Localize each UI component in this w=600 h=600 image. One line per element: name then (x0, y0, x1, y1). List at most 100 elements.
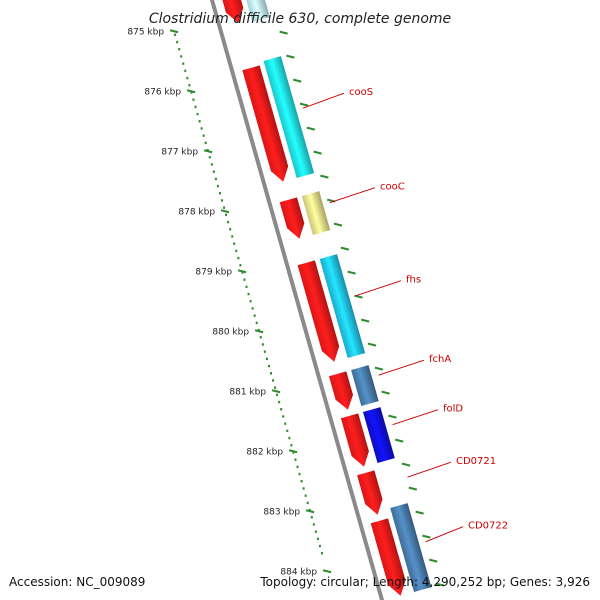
gene-arrow-forward[interactable] (357, 470, 383, 515)
ruler-dot (292, 451, 295, 454)
gene-arrow-forward[interactable] (279, 197, 305, 239)
gene-label[interactable]: folD (443, 404, 463, 415)
ruler-dot (212, 170, 215, 173)
ruler-dot (180, 55, 183, 58)
track-tick (354, 294, 363, 299)
ruler-dot (196, 112, 199, 116)
ruler-dot (272, 379, 275, 382)
track-tick (320, 174, 329, 179)
ruler-dot (265, 357, 268, 361)
ruler-dot (280, 408, 283, 411)
gene-arrow-forward[interactable] (370, 518, 406, 596)
ruler-dot (312, 523, 315, 526)
track-tick (286, 54, 295, 59)
ruler-dot (298, 472, 301, 476)
gene-arrow-reverse[interactable] (242, 0, 270, 22)
ruler-dot (251, 307, 254, 310)
ruler-dot (235, 249, 238, 253)
ruler-dot (286, 429, 289, 433)
ruler-dot (247, 292, 250, 296)
ruler-major-tick (169, 29, 179, 34)
gene-features (219, 0, 432, 596)
accession-text: Accession: NC_009089 (9, 575, 145, 589)
ruler-dot (274, 386, 277, 389)
ruler-dot (231, 235, 234, 238)
ruler-dot (198, 120, 201, 123)
ruler-dot (263, 350, 266, 353)
ruler-dot (214, 177, 217, 181)
ruler-dot (316, 537, 319, 541)
track-tick (347, 270, 356, 275)
gene-arrow-reverse[interactable] (263, 56, 315, 178)
ruler-dot (184, 69, 187, 73)
ruler-major-tick (322, 569, 332, 574)
track-tick (388, 414, 397, 419)
gene-leader-line (378, 359, 425, 376)
kbp-label: 881 kbp (229, 387, 266, 397)
ruler-dot (245, 285, 248, 289)
track-tick (299, 102, 309, 107)
gene-leader-line (302, 92, 345, 109)
ruler-dot (310, 516, 313, 519)
ruler-dot (278, 400, 281, 404)
ruler-dot (306, 501, 309, 505)
track-tick (313, 150, 322, 155)
ruler-dot (186, 76, 189, 80)
track-tick (292, 78, 302, 83)
ruler-dot (300, 480, 303, 483)
ruler-dot (314, 530, 317, 533)
ruler-dot (320, 552, 323, 555)
ruler-major-tick (271, 389, 281, 394)
track-tick (367, 342, 377, 347)
ruler-dot (288, 436, 291, 440)
gene-arrow-forward[interactable] (329, 371, 353, 410)
ruler-major-tick (288, 449, 298, 454)
gene-arrow-reverse[interactable] (351, 365, 379, 406)
ruler-dot (294, 458, 297, 461)
gene-arrow-reverse[interactable] (301, 191, 331, 235)
ruler-major-tick (305, 509, 315, 514)
gene-leader-line (392, 409, 439, 426)
kbp-label: 882 kbp (246, 447, 283, 457)
track-tick (306, 126, 316, 131)
ruler-dot (210, 163, 213, 166)
gene-label[interactable]: fhs (406, 275, 421, 286)
genome-ticks (279, 30, 445, 587)
gene-label[interactable]: cooC (380, 182, 405, 193)
ruler-dot (239, 264, 242, 267)
ruler-dot (253, 314, 256, 317)
ruler-dot (237, 256, 240, 260)
ruler-dot (174, 33, 177, 37)
ruler-dot (176, 40, 179, 44)
gene-arrow-forward[interactable] (219, 0, 244, 23)
ruler-dot (282, 415, 285, 418)
kbp-label: 877 kbp (161, 147, 198, 157)
ruler-dot (200, 127, 203, 130)
track-tick (415, 510, 424, 515)
ruler-major-tick (220, 209, 230, 214)
gene-arrow-reverse[interactable] (363, 407, 395, 463)
gene-leader-line (355, 280, 402, 297)
gene-arrow-forward[interactable] (340, 413, 369, 467)
gene-label[interactable]: fchA (429, 354, 451, 365)
ruler-dot (190, 91, 193, 94)
kbp-label: 884 kbp (280, 567, 317, 577)
gene-label[interactable]: CD0721 (456, 456, 496, 467)
kbp-label: 878 kbp (178, 207, 215, 217)
gene-arrow-reverse[interactable] (390, 503, 432, 592)
ruler-dot (233, 242, 236, 245)
gene-arrow-reverse[interactable] (319, 254, 366, 358)
gene-arrow-forward[interactable] (297, 260, 340, 362)
kbp-label: 879 kbp (195, 267, 232, 277)
gene-label[interactable]: CD0722 (468, 521, 508, 532)
ruler-dot (318, 544, 321, 548)
gene-arrow-forward[interactable] (242, 65, 289, 182)
gene-label[interactable]: cooS (349, 87, 373, 98)
genome-summary-text: Topology: circular; Length: 4,290,252 bp… (259, 575, 590, 589)
ruler-dot (267, 364, 270, 368)
kbp-label: 875 kbp (127, 27, 164, 37)
ruler-dot (241, 271, 244, 274)
gene-leader-line (425, 526, 464, 543)
ruler-dot (192, 98, 195, 101)
kbp-ruler: 875 kbp 876 kbp 877 kbp 878 kbp 879 kbp 880 k… (127, 27, 332, 577)
